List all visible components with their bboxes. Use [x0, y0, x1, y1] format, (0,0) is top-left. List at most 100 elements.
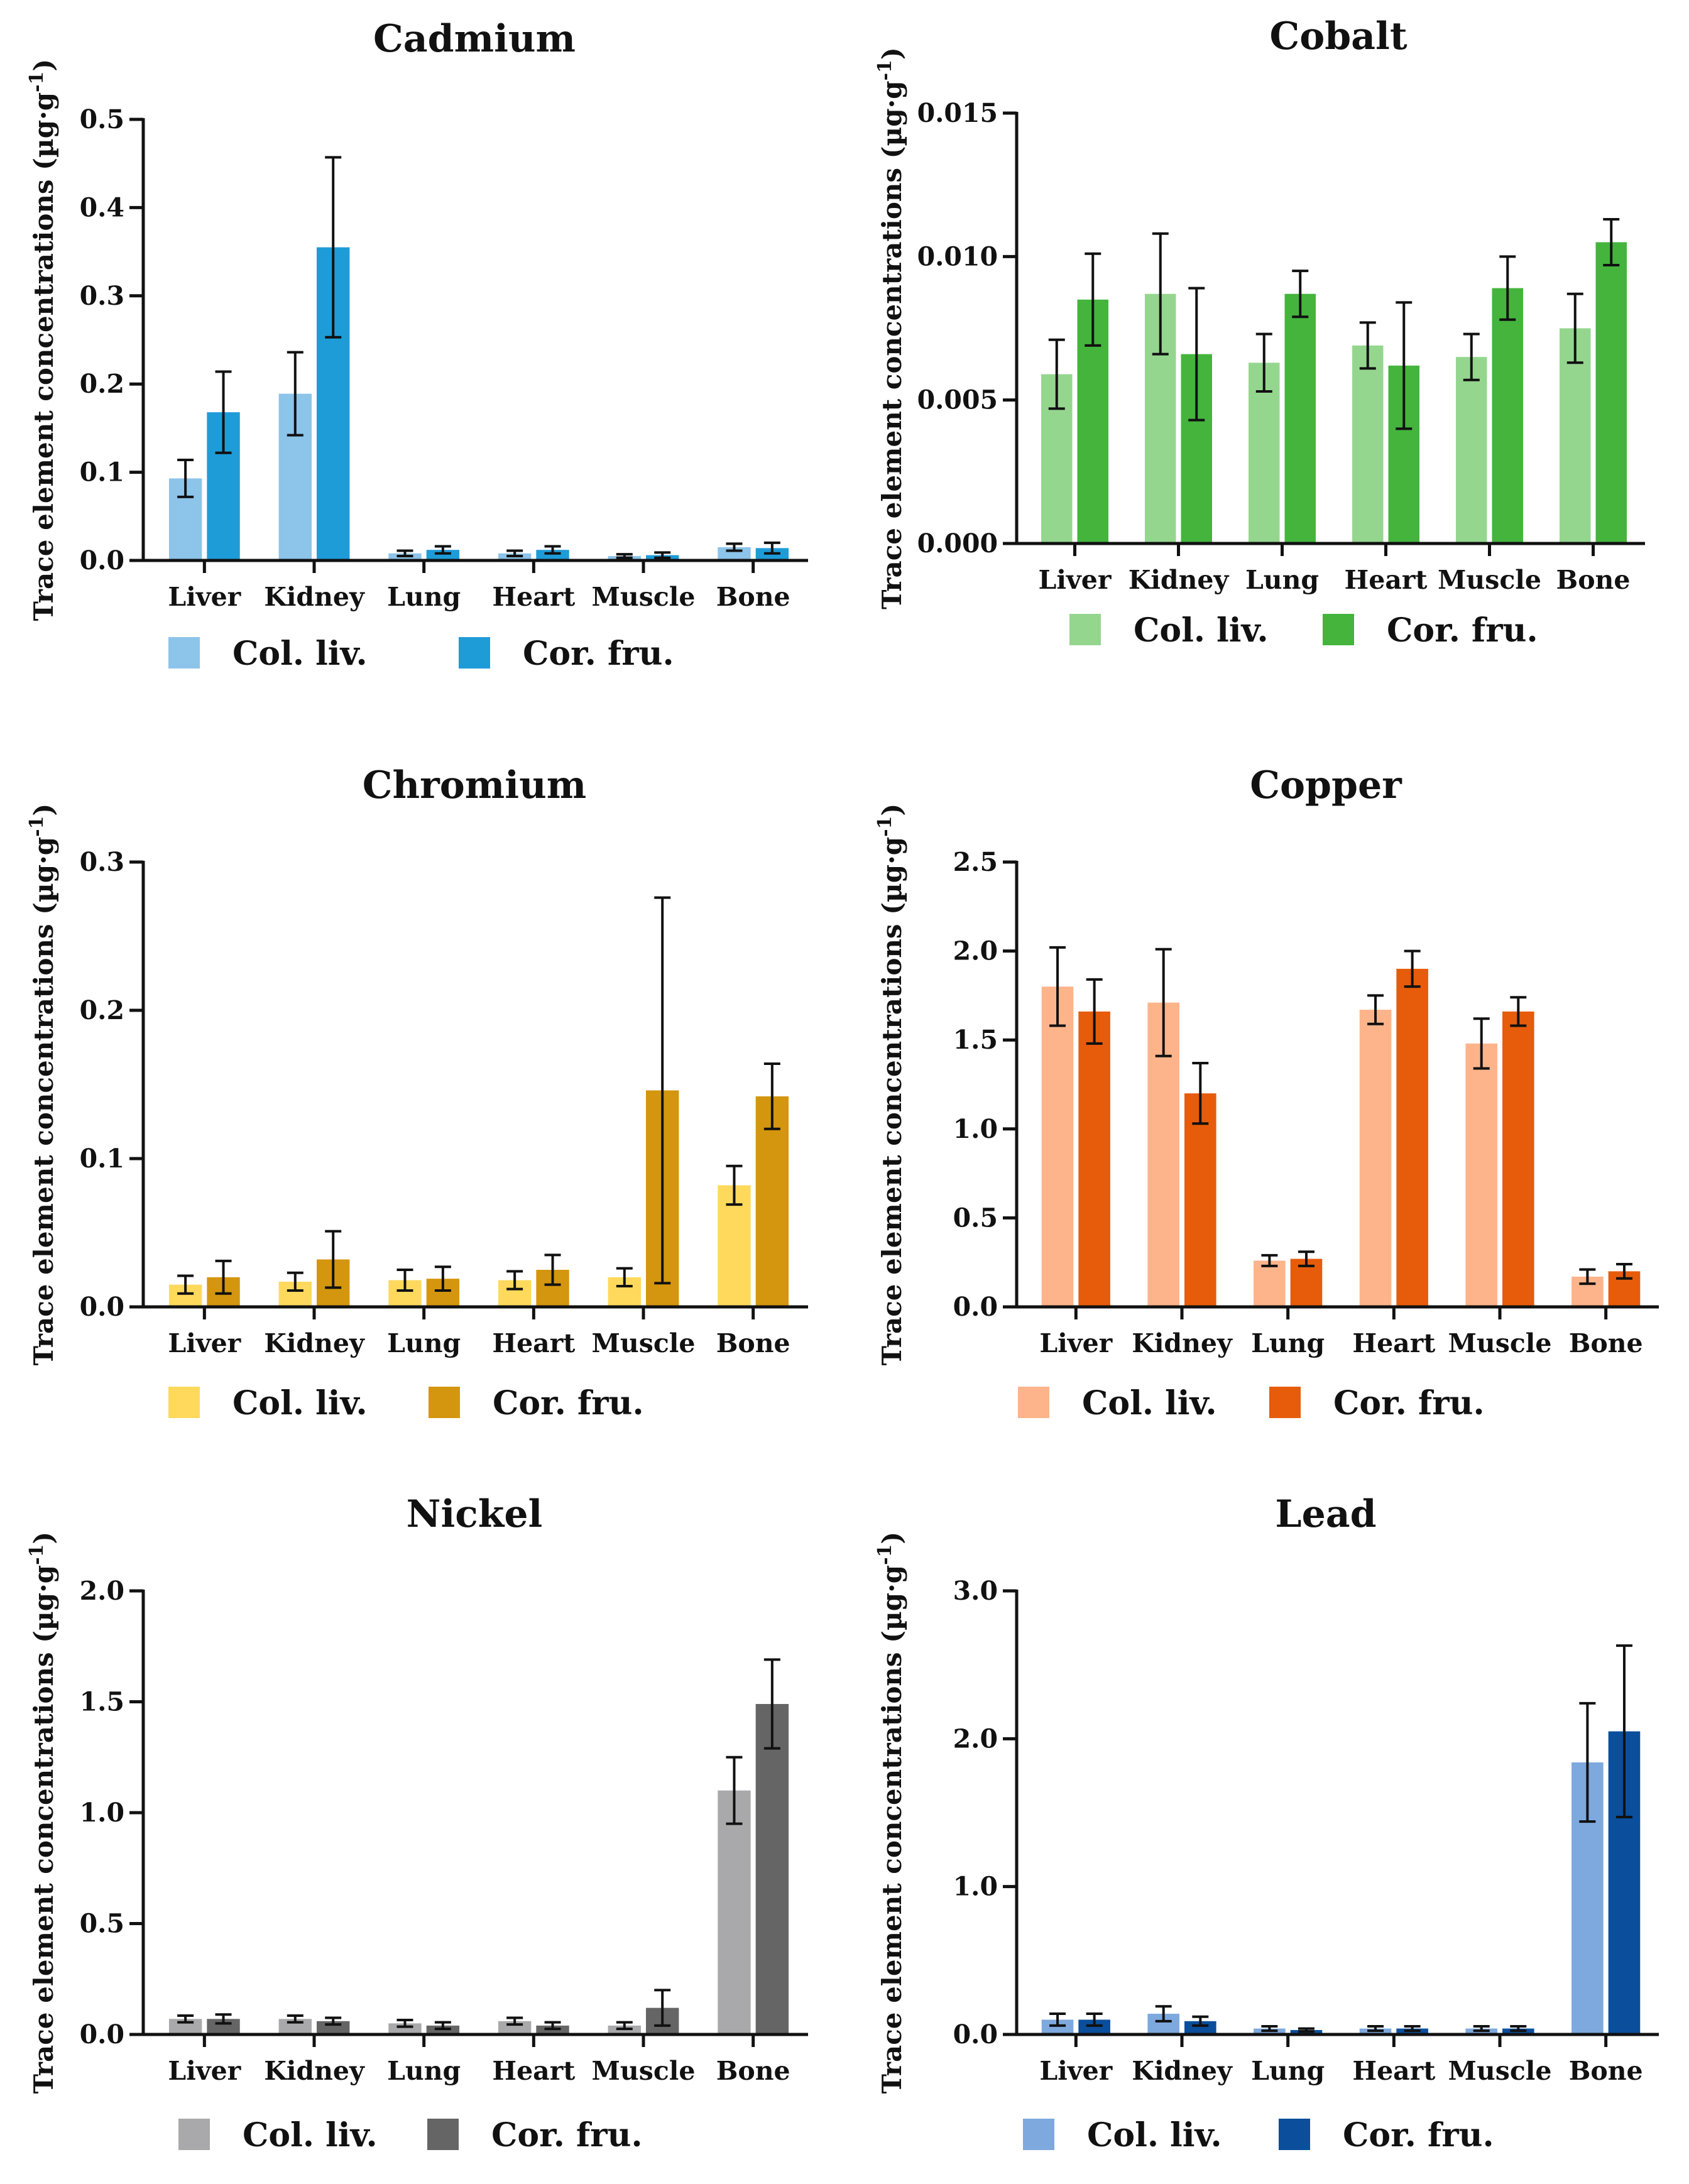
y-axis-label-superscript: -1 [26, 72, 48, 92]
bar-kidney-cor-fru [317, 2021, 350, 2034]
legend-swatch-cor-fru [1269, 1387, 1301, 1418]
chart-title: Copper [1250, 763, 1402, 807]
error-bar-lung-cor-fru [1292, 270, 1309, 319]
x-tick-label-heart: Heart [1352, 1328, 1435, 1358]
bar-muscle-cor-fru [1502, 1011, 1534, 1307]
y-axis-label-superscript: -1 [874, 60, 896, 80]
x-tick-label-muscle: Muscle [1448, 2056, 1552, 2086]
legend-label-col-liv: Col. liv. [1134, 611, 1269, 650]
x-tick-label-muscle: Muscle [592, 1328, 696, 1358]
error-bar-lung-col-liv [396, 1269, 413, 1292]
panel-chromium: Chromium Trace element concentrations (µg… [26, 763, 808, 1422]
x-tick-label-kidney: Kidney [1129, 565, 1230, 595]
error-bar-liver-col-liv [1049, 2012, 1066, 2027]
y-axis-label-text: Trace element concentrations (µg·g [28, 1565, 59, 2094]
bar-kidney-cor-fru [1184, 1093, 1216, 1307]
y-tick-label: 1.0 [953, 1114, 998, 1144]
error-bar-kidney-col-liv [287, 1271, 303, 1292]
chart-title: Lead [1275, 1492, 1376, 1536]
y-axis-label-close: ) [28, 1532, 59, 1544]
y-axis-label-superscript: -1 [874, 1544, 896, 1565]
error-bar-liver-col-liv [177, 2014, 194, 2024]
y-axis-label-superscript: -1 [26, 1544, 48, 1565]
x-tick-label-lung: Lung [387, 1328, 461, 1358]
error-bar-lung-col-liv [396, 549, 413, 557]
y-tick-label: 0.1 [80, 457, 124, 488]
x-tick-label-lung: Lung [1251, 2056, 1325, 2086]
error-bar-heart-cor-fru [544, 545, 561, 555]
legend: Col. liv. Cor. fru. [178, 2116, 643, 2154]
x-tick-label-bone: Bone [1569, 2056, 1643, 2086]
error-bar-heart-col-liv [506, 1270, 523, 1291]
chart-title: Cobalt [1269, 14, 1407, 58]
y-tick-label: 2.0 [953, 1723, 998, 1754]
y-tick-label: 0.5 [953, 1203, 998, 1233]
y-tick-label: 0.1 [80, 1144, 124, 1174]
y-axis-label: Trace element concentrations (µg·g-1) [26, 1532, 59, 2094]
legend-swatch-cor-fru [427, 2119, 459, 2150]
error-bar-kidney-cor-fru [325, 156, 342, 339]
bar-lung-col-liv [1254, 1260, 1286, 1307]
error-bar-liver-col-liv [1049, 946, 1066, 1027]
legend: Col. liv. Cor. fru. [1018, 1384, 1485, 1422]
chart-title: Cadmium [373, 17, 576, 61]
error-bar-liver-col-liv [177, 458, 194, 498]
error-bar-liver-cor-fru [1086, 978, 1103, 1045]
error-bar-heart-col-liv [506, 2016, 523, 2026]
error-bar-kidney-cor-fru [325, 2016, 342, 2026]
error-bar-muscle-cor-fru [1510, 2025, 1527, 2033]
error-bar-kidney-cor-fru [325, 1230, 342, 1289]
error-bar-kidney-col-liv [1152, 232, 1169, 356]
x-tick-label-lung: Lung [387, 2056, 461, 2086]
y-axis-label-close: ) [877, 804, 907, 816]
bar-heart-col-liv [1352, 345, 1384, 543]
bar-heart-cor-fru [1396, 968, 1428, 1307]
x-tick-label-muscle: Muscle [592, 582, 696, 612]
y-tick-label: 2.5 [953, 847, 998, 877]
legend-label-col-liv: Col. liv. [1082, 1384, 1217, 1422]
error-bar-liver-cor-fru [215, 370, 232, 454]
y-tick-label: 3.0 [953, 1576, 998, 1606]
legend-swatch-col-liv [178, 2119, 210, 2150]
legend-label-col-liv: Col. liv. [1087, 2116, 1222, 2154]
legend-swatch-cor-fru [1279, 2119, 1310, 2150]
error-bar-bone-col-liv [1579, 1701, 1596, 1823]
bar-liver-col-liv [1041, 986, 1074, 1307]
x-tick-label-kidney: Kidney [264, 582, 365, 612]
y-tick-label: 0.3 [80, 281, 124, 311]
error-bar-kidney-cor-fru [1188, 287, 1205, 422]
x-tick-label-lung: Lung [1245, 565, 1319, 595]
error-bar-muscle-col-liv [1463, 332, 1480, 381]
x-tick-label-heart: Heart [1345, 565, 1428, 595]
y-axis-label-close: ) [28, 59, 59, 72]
x-tick-label-bone: Bone [1556, 565, 1631, 595]
legend-swatch-col-liv [1018, 1387, 1049, 1418]
bar-lung-col-liv [388, 2023, 422, 2034]
y-tick-label: 0.0 [80, 2019, 124, 2050]
legend: Col. liv. Cor. fru. [168, 635, 674, 673]
legend-swatch-col-liv [1069, 614, 1101, 645]
x-tick-label-lung: Lung [1251, 1328, 1325, 1358]
y-tick-label: 0.3 [80, 847, 124, 877]
y-tick-label: 2.0 [953, 936, 998, 966]
y-tick-label: 0.015 [917, 98, 998, 128]
error-bar-kidney-cor-fru [1192, 1062, 1209, 1125]
legend-label-cor-fru: Cor. fru. [491, 2116, 643, 2154]
bar-lung-cor-fru [426, 550, 460, 560]
bar-bone-cor-fru [755, 1096, 789, 1307]
legend-swatch-col-liv [168, 637, 200, 669]
error-bar-lung-col-liv [1261, 2025, 1278, 2033]
y-axis-label-text: Trace element concentrations (µg·g [28, 92, 59, 621]
legend-swatch-cor-fru [429, 1387, 460, 1418]
x-tick-label-bone: Bone [716, 582, 790, 612]
error-bar-bone-col-liv [1566, 292, 1583, 364]
y-axis-label: Trace element concentrations (µg·g-1) [874, 1532, 907, 2094]
error-bar-bone-col-liv [726, 1755, 743, 1825]
bar-liver-cor-fru [1078, 1011, 1110, 1307]
bar-bone-col-liv [718, 1790, 751, 2034]
error-bar-heart-cor-fru [1404, 2025, 1421, 2033]
error-bar-lung-cor-fru [434, 2021, 451, 2031]
y-tick-label: 0.5 [80, 104, 124, 134]
error-bar-bone-cor-fru [763, 541, 780, 555]
x-tick-label-liver: Liver [168, 2056, 241, 2086]
